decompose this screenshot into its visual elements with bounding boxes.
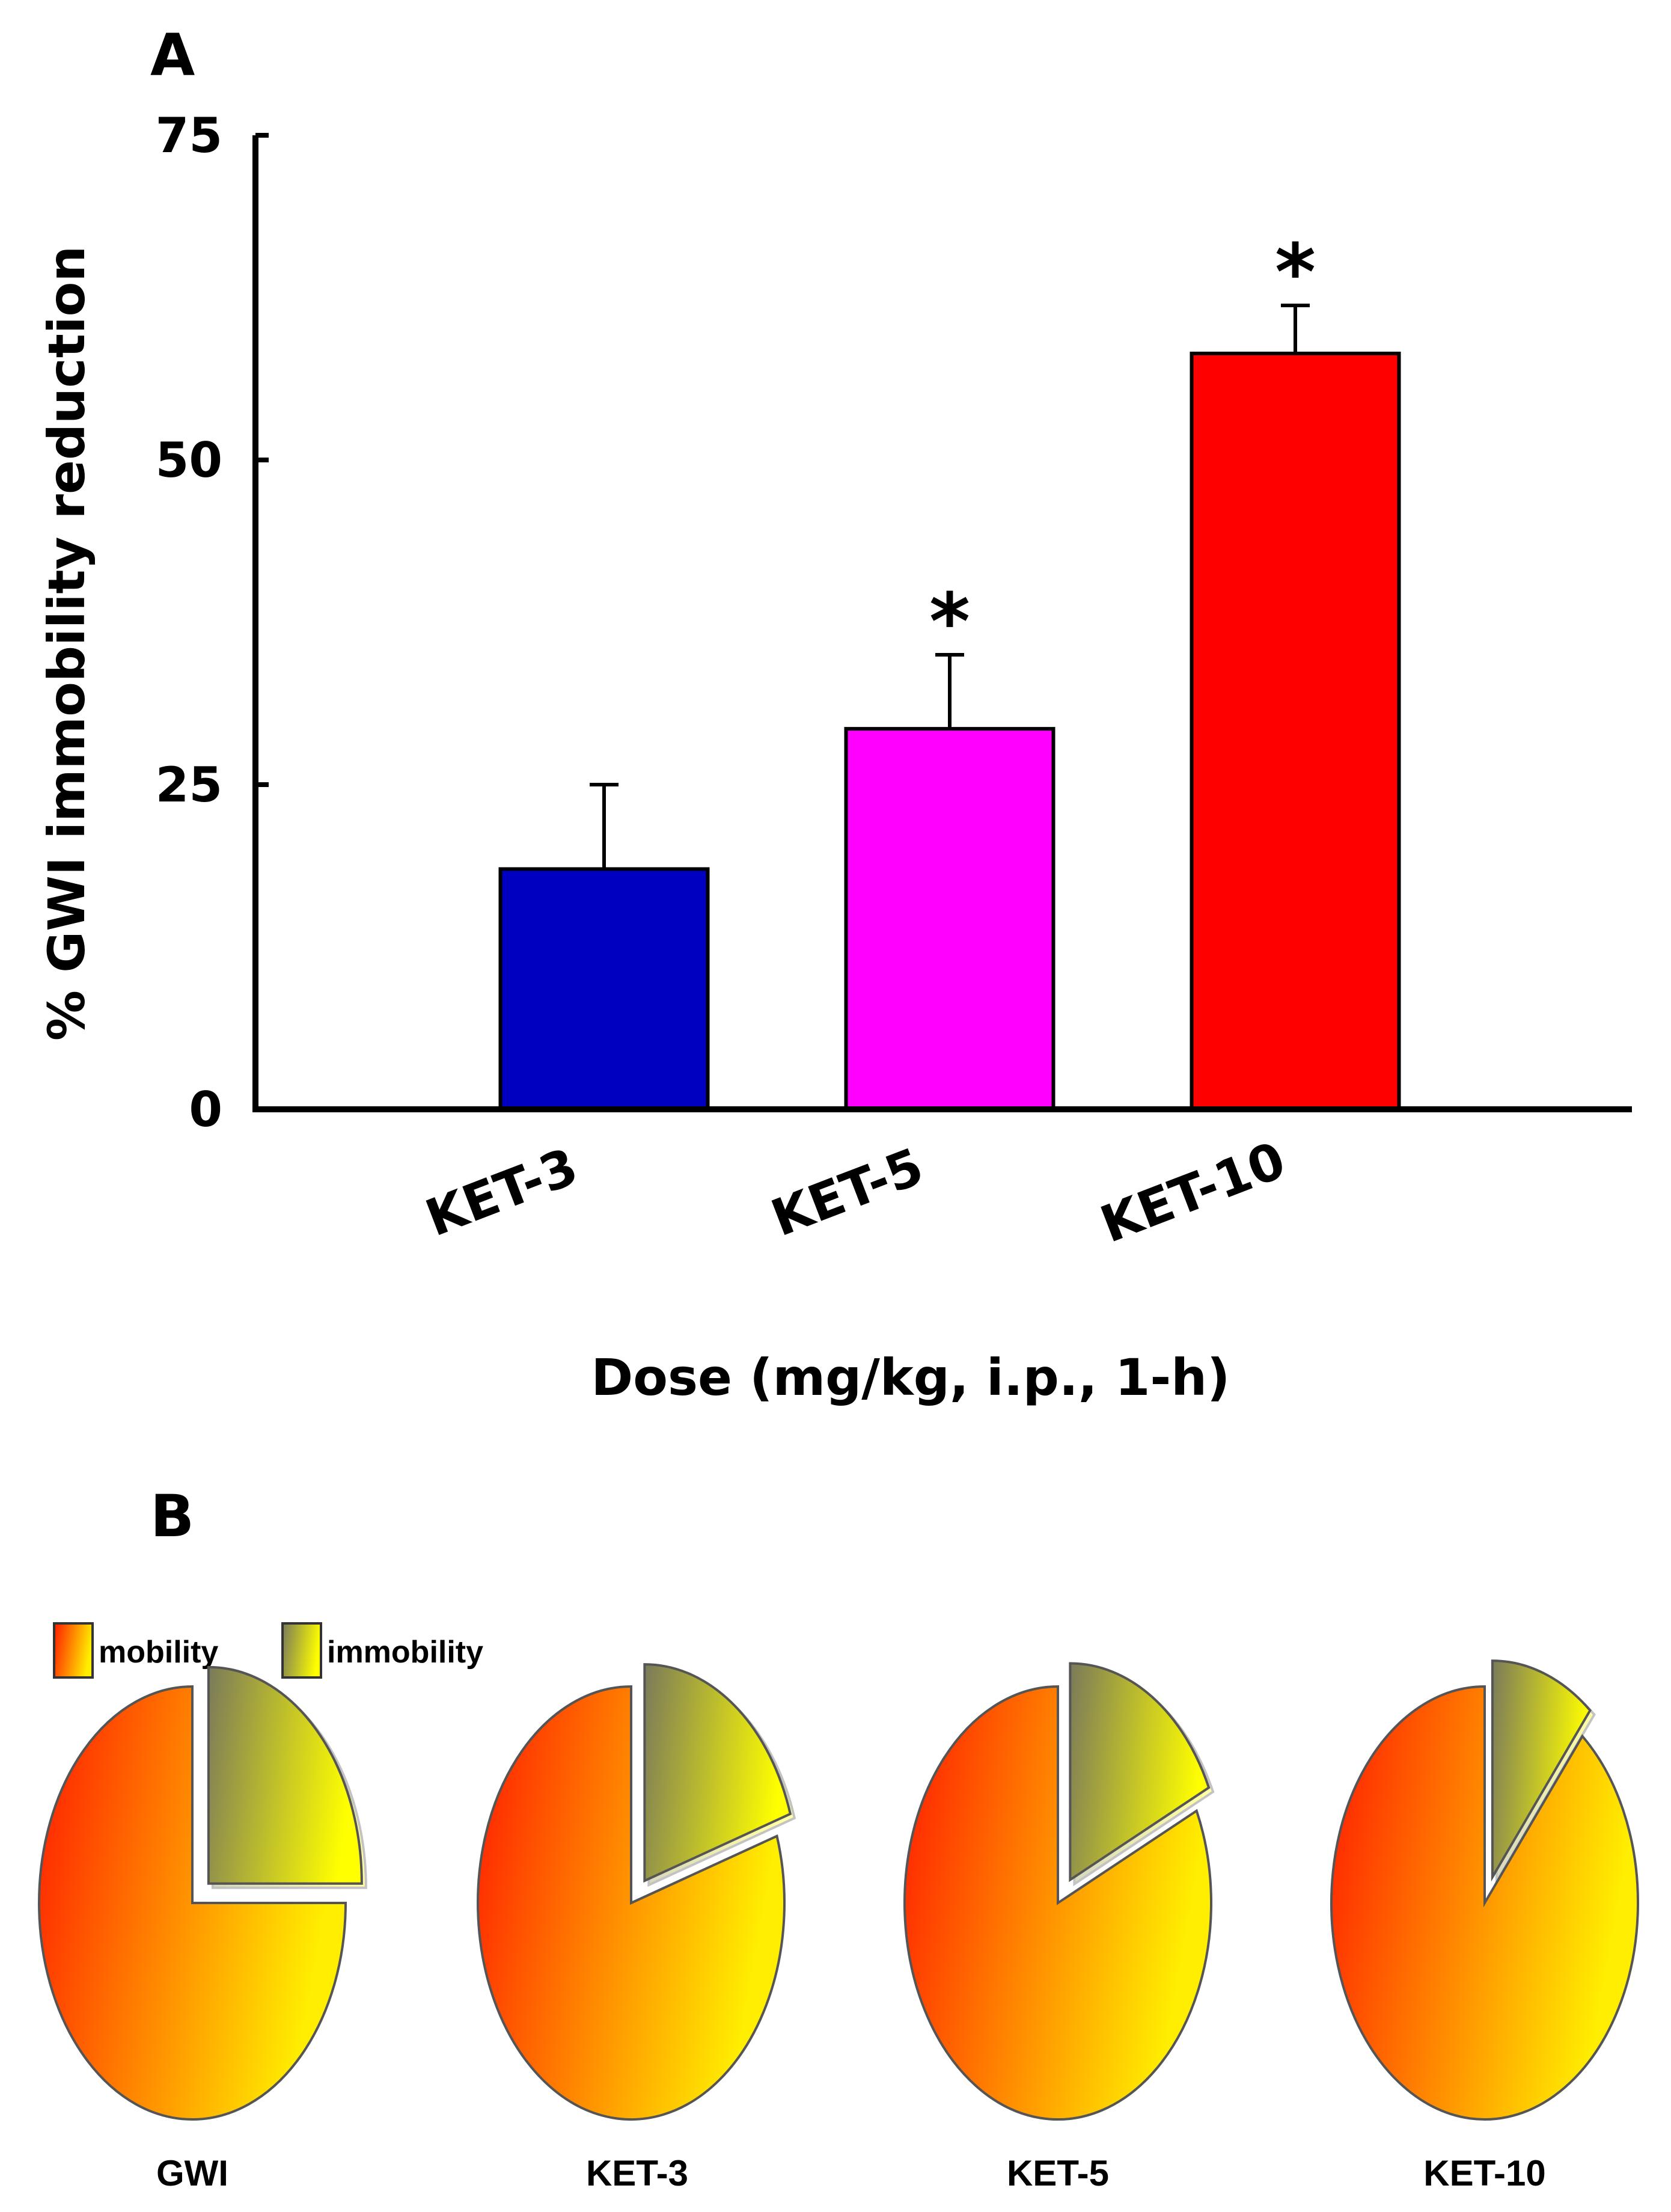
legend-swatch-mobility	[53, 1622, 94, 1679]
x-tick-label-ket-10: KET-10	[1093, 1130, 1293, 1254]
legend: mobility immobility	[53, 1622, 483, 1679]
pie-slice-mobility	[1330, 1685, 1639, 2121]
legend-label-mobility: mobility	[99, 1635, 218, 1670]
significance-star-ket-10: *	[1275, 227, 1316, 318]
legend-label-immobility: immobility	[327, 1635, 483, 1670]
pie-slice-mobility	[477, 1685, 786, 2121]
pie-label-ket-10: KET-10	[1423, 2153, 1545, 2193]
y-tick-label: 75	[156, 108, 222, 164]
x-tick-label-ket-5: KET-5	[763, 1136, 931, 1248]
panel-a-bar-chart: A 0 25 50 75 KET-3 KET-5 KET-10 * * % GWI immo…	[37, 22, 1632, 1407]
pie-label-gwi: GWI	[156, 2153, 228, 2193]
pie-label-ket-3: KET-3	[586, 2153, 688, 2193]
x-tick-label-ket-3: KET-3	[418, 1136, 585, 1248]
panel-b-letter: B	[150, 1483, 194, 1550]
bar-ket-10	[1190, 351, 1401, 1111]
bar-ket-5	[844, 727, 1055, 1111]
y-tick-label: 0	[189, 1082, 222, 1138]
pie-ket-5: KET-5	[903, 1662, 1215, 2193]
y-axis-label: % GWI immobility reduction	[37, 246, 96, 1041]
pie-slice-immobility	[1491, 1659, 1592, 1882]
panel-a-letter: A	[150, 22, 195, 89]
panel-b-pie-charts: B mobility immobility GWI KET-3 KET-5 KET-10	[38, 1483, 1639, 2193]
y-tick-label: 25	[156, 757, 222, 813]
pie-ket-3: KET-3	[477, 1663, 796, 2193]
bar-ket-3	[498, 867, 710, 1112]
pie-slice-immobility	[1069, 1662, 1211, 1883]
y-tick-label: 50	[156, 432, 222, 488]
pie-slice-mobility	[903, 1685, 1212, 2121]
pie-slice-immobility	[643, 1663, 792, 1883]
pie-gwi: GWI	[38, 1665, 367, 2193]
x-axis-label: Dose (mg/kg, i.p., 1-h)	[591, 1348, 1230, 1407]
significance-star-ket-5: *	[929, 576, 970, 667]
pie-label-ket-5: KET-5	[1007, 2153, 1109, 2193]
pie-slice-mobility	[38, 1685, 347, 2121]
pie-slice-immobility	[207, 1665, 363, 1885]
pie-ket-10: KET-10	[1330, 1659, 1639, 2193]
legend-swatch-immobility	[281, 1622, 322, 1679]
